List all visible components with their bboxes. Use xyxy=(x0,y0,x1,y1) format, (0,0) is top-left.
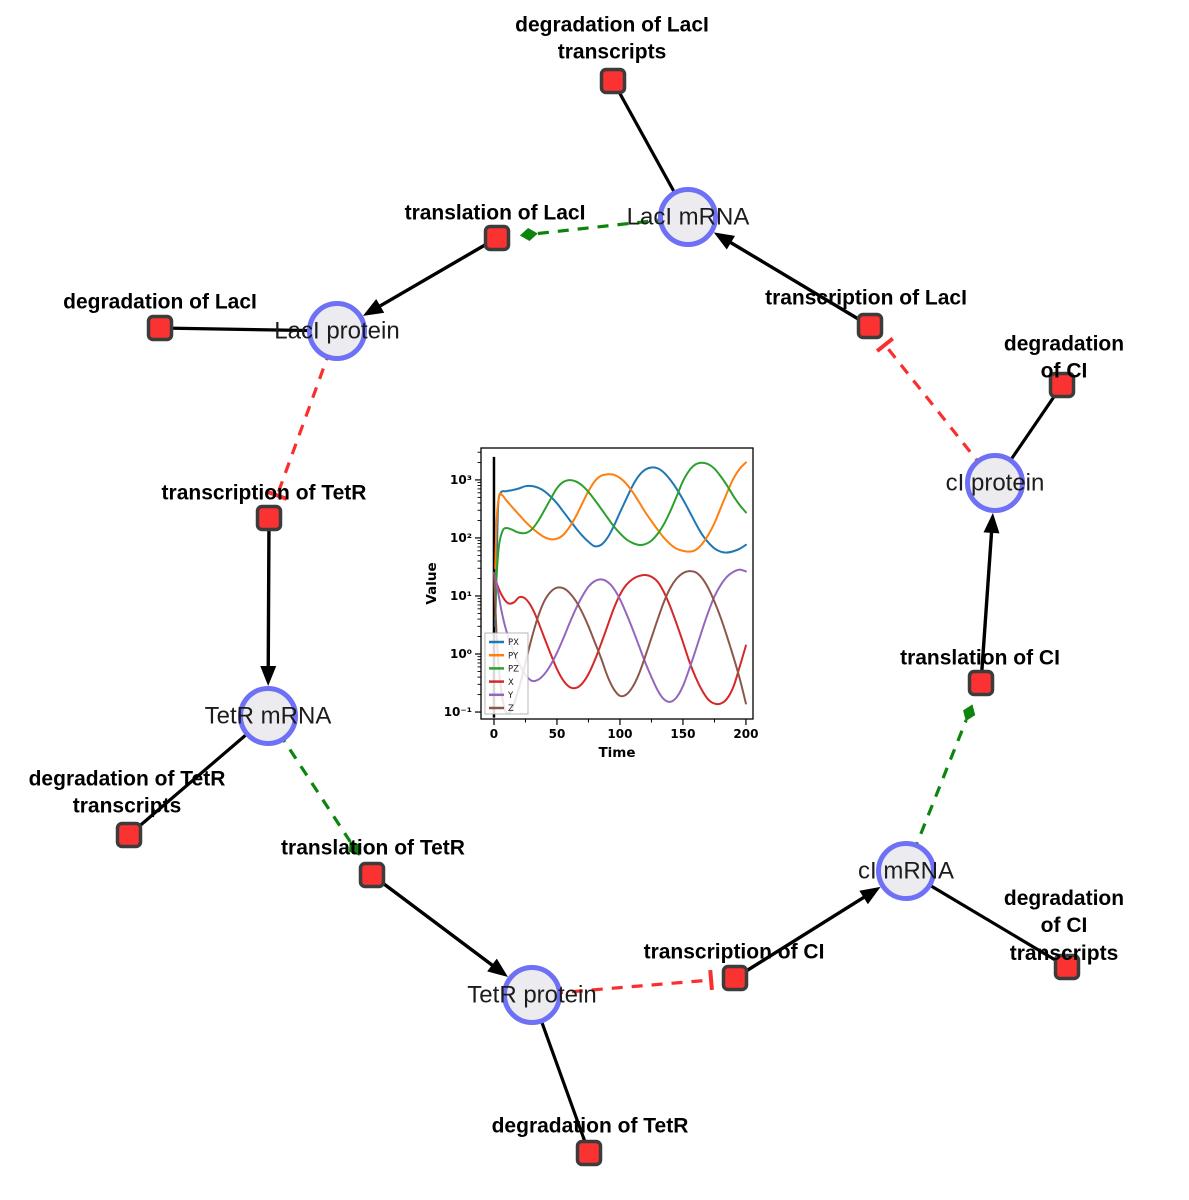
y-tick-label: 10⁰ xyxy=(450,647,472,661)
reaction-node-transl-laci xyxy=(483,224,511,252)
x-tick-label: 50 xyxy=(549,727,566,741)
y-axis-label: Value xyxy=(424,562,440,604)
x-tick-label: 100 xyxy=(607,727,632,741)
series-line-x xyxy=(492,571,747,706)
nodes-layer xyxy=(115,67,1081,1167)
legend-label-y: Y xyxy=(507,691,514,701)
inhibition-tee-icon xyxy=(267,490,288,501)
x-tick-label: 200 xyxy=(733,727,758,741)
legend-label-py: PY xyxy=(508,651,519,661)
species-node-laci-mrna xyxy=(658,187,718,247)
embedded-chart: 0 50 100 150 20010⁻¹10⁰10¹10²10³TimeValuePXP… xyxy=(424,447,758,761)
legend-label-px: PX xyxy=(508,638,519,648)
reaction-node-deg-tetr-tx xyxy=(115,821,143,849)
species-node-ci-mrna xyxy=(876,841,936,901)
legend-label-z: Z xyxy=(508,704,514,714)
reaction-node-deg-laci-tx xyxy=(599,67,627,95)
y-axis-ticks: 10⁻¹ 10⁰ 10¹ 10² 10³ xyxy=(444,451,481,719)
species-node-tetr-mrna xyxy=(238,686,298,746)
chart-frame xyxy=(480,447,754,720)
arrowhead-icon xyxy=(983,512,1000,534)
edge-consumption-tetr-mrna-deg-tetr-tx xyxy=(127,714,270,837)
legend-label-x: X xyxy=(508,678,514,688)
reaction-node-deg-laci xyxy=(146,314,174,342)
modifier-diamond-icon xyxy=(349,840,360,856)
series-line-pz xyxy=(494,461,747,621)
species-node-laci-prot xyxy=(307,301,367,361)
arrowhead-icon xyxy=(260,665,277,687)
reaction-node-txn-ci xyxy=(721,964,749,992)
arrowhead-icon xyxy=(362,298,385,316)
x-axis-label: Time xyxy=(598,745,635,761)
edge-consumption-ci-mrna-deg-ci-tx xyxy=(905,869,1068,969)
y-tick-label: 10⁻¹ xyxy=(444,705,472,719)
reaction-node-deg-ci xyxy=(1048,371,1076,399)
species-node-tetr-prot xyxy=(502,965,562,1025)
series-line-py xyxy=(494,461,747,570)
edge-production-transl-laci-laci-prot xyxy=(362,236,498,316)
reaction-node-txn-tetr xyxy=(255,504,283,532)
reaction-node-txn-laci xyxy=(856,312,884,340)
arrowhead-icon xyxy=(713,232,736,250)
species-node-ci-prot xyxy=(965,453,1025,513)
arrowhead-icon xyxy=(487,958,508,977)
inhibition-tee-icon xyxy=(708,969,714,991)
legend-label-pz: PZ xyxy=(508,665,519,675)
series-line-px xyxy=(494,466,747,628)
reaction-node-transl-ci xyxy=(967,669,995,697)
modifier-diamond-icon xyxy=(519,228,538,241)
x-tick-label: 0 xyxy=(490,727,498,741)
reaction-node-transl-tetr xyxy=(358,861,386,889)
y-tick-label: 10³ xyxy=(450,473,472,487)
chart-legend: PX PY PZ XYZ xyxy=(484,632,529,715)
reaction-node-deg-ci-tx xyxy=(1053,953,1081,981)
reaction-node-deg-tetr xyxy=(575,1139,603,1167)
y-tick-label: 10¹ xyxy=(450,589,472,603)
edge-production-txn-tetr-tetr-mrna xyxy=(260,517,277,687)
edge-production-txn-laci-laci-mrna xyxy=(713,232,871,328)
edge-production-transl-tetr-tetr-prot xyxy=(370,873,508,977)
edge-production-transl-ci-ci-prot xyxy=(979,512,1000,684)
modifier-diamond-icon xyxy=(963,704,976,722)
x-axis-ticks: 0 50 100 150 200 xyxy=(490,719,758,741)
y-tick-label: 10² xyxy=(450,531,472,545)
legend-box xyxy=(484,632,529,715)
edge-production-txn-ci-ci-mrna xyxy=(734,886,881,980)
inhibition-tee-icon xyxy=(875,336,895,353)
arrowhead-icon xyxy=(859,886,881,905)
x-tick-label: 150 xyxy=(670,727,695,741)
